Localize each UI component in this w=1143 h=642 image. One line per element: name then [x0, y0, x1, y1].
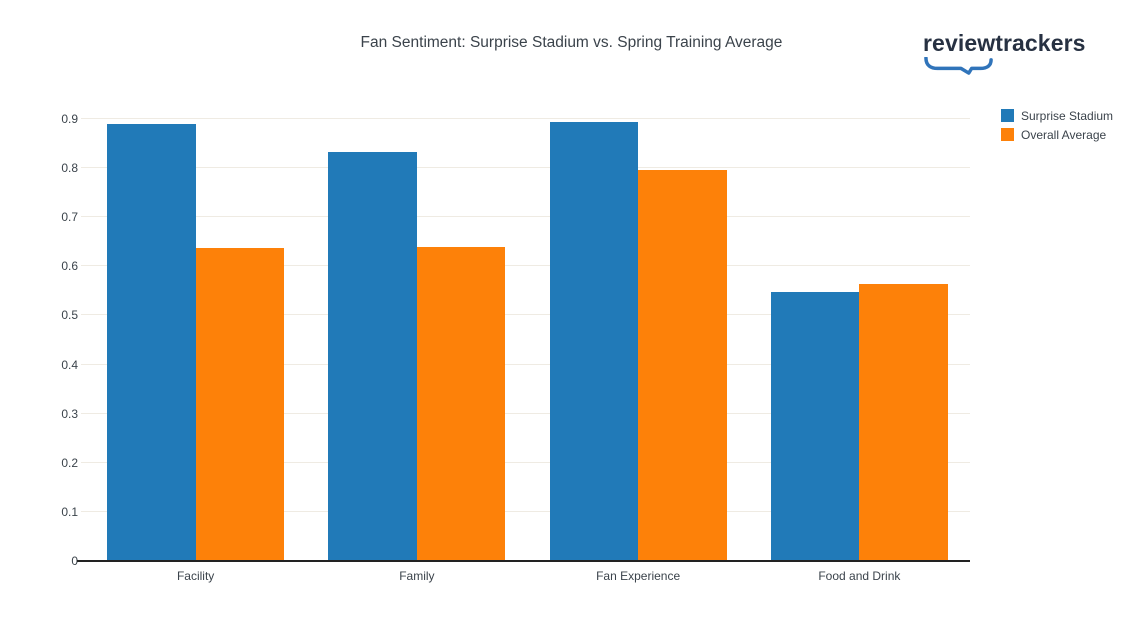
legend-label: Overall Average [1021, 127, 1107, 142]
bar-surprise-stadium-facility [107, 123, 196, 561]
logo-text: reviewtrackers [923, 30, 1086, 56]
gridline [81, 363, 970, 365]
chart-title: Fan Sentiment: Surprise Stadium vs. Spri… [360, 34, 783, 51]
y-tick-label: 0.5 [61, 308, 78, 323]
bar-surprise-stadium-fan-experience [549, 122, 639, 561]
x-axis-line [77, 560, 970, 562]
y-tick-label: 0.2 [61, 455, 78, 470]
gridline [81, 461, 970, 463]
bar-overall-average-food-and-drink [859, 284, 948, 561]
reviewtrackers-logo: reviewtrackers [923, 30, 1085, 76]
x-axis-label: Facility [176, 569, 215, 583]
gridline [81, 510, 970, 512]
y-tick-label: 0.4 [61, 357, 78, 372]
y-tick-label: 0.6 [61, 259, 78, 274]
legend-color-swatch [1001, 109, 1014, 122]
y-tick-label: 0.1 [61, 504, 78, 519]
legend-item-overall-average[interactable]: Overall Average [1001, 125, 1113, 144]
gridline [81, 118, 970, 119]
gridline [81, 265, 970, 267]
bar-overall-average-family [416, 246, 506, 561]
x-axis-label: Fan Experience [596, 569, 681, 583]
gridline [81, 167, 970, 169]
plot-area: 0 0.1 0.2 0.3 0.4 0.5 0.6 0.7 0.8 0.9 Facility Fami… [61, 85, 970, 583]
y-tick-label: 0.7 [61, 210, 78, 225]
legend-item-surprise-stadium[interactable]: Surprise Stadium [1001, 106, 1113, 125]
legend-label: Surprise Stadium [1021, 108, 1114, 123]
legend: Surprise Stadium Overall Average [1001, 106, 1113, 144]
bar-overall-average-fan-experience [638, 169, 727, 561]
bar-surprise-stadium-food-and-drink [770, 291, 860, 561]
gridline [81, 412, 970, 414]
legend-color-swatch [1001, 128, 1014, 141]
x-axis-label: Food and Drink [818, 569, 901, 583]
bar-surprise-stadium-family [328, 151, 417, 561]
y-tick-label: 0.8 [61, 161, 78, 176]
gridline [81, 216, 970, 218]
x-axis-label: Family [399, 569, 435, 583]
bar-overall-average-facility [195, 248, 285, 561]
y-tick-label: 0 [71, 554, 78, 568]
speech-bubble-swoosh-icon [924, 57, 993, 75]
y-tick-label: 0.9 [61, 112, 78, 126]
y-tick-label: 0.3 [61, 406, 78, 421]
gridline [81, 314, 970, 316]
